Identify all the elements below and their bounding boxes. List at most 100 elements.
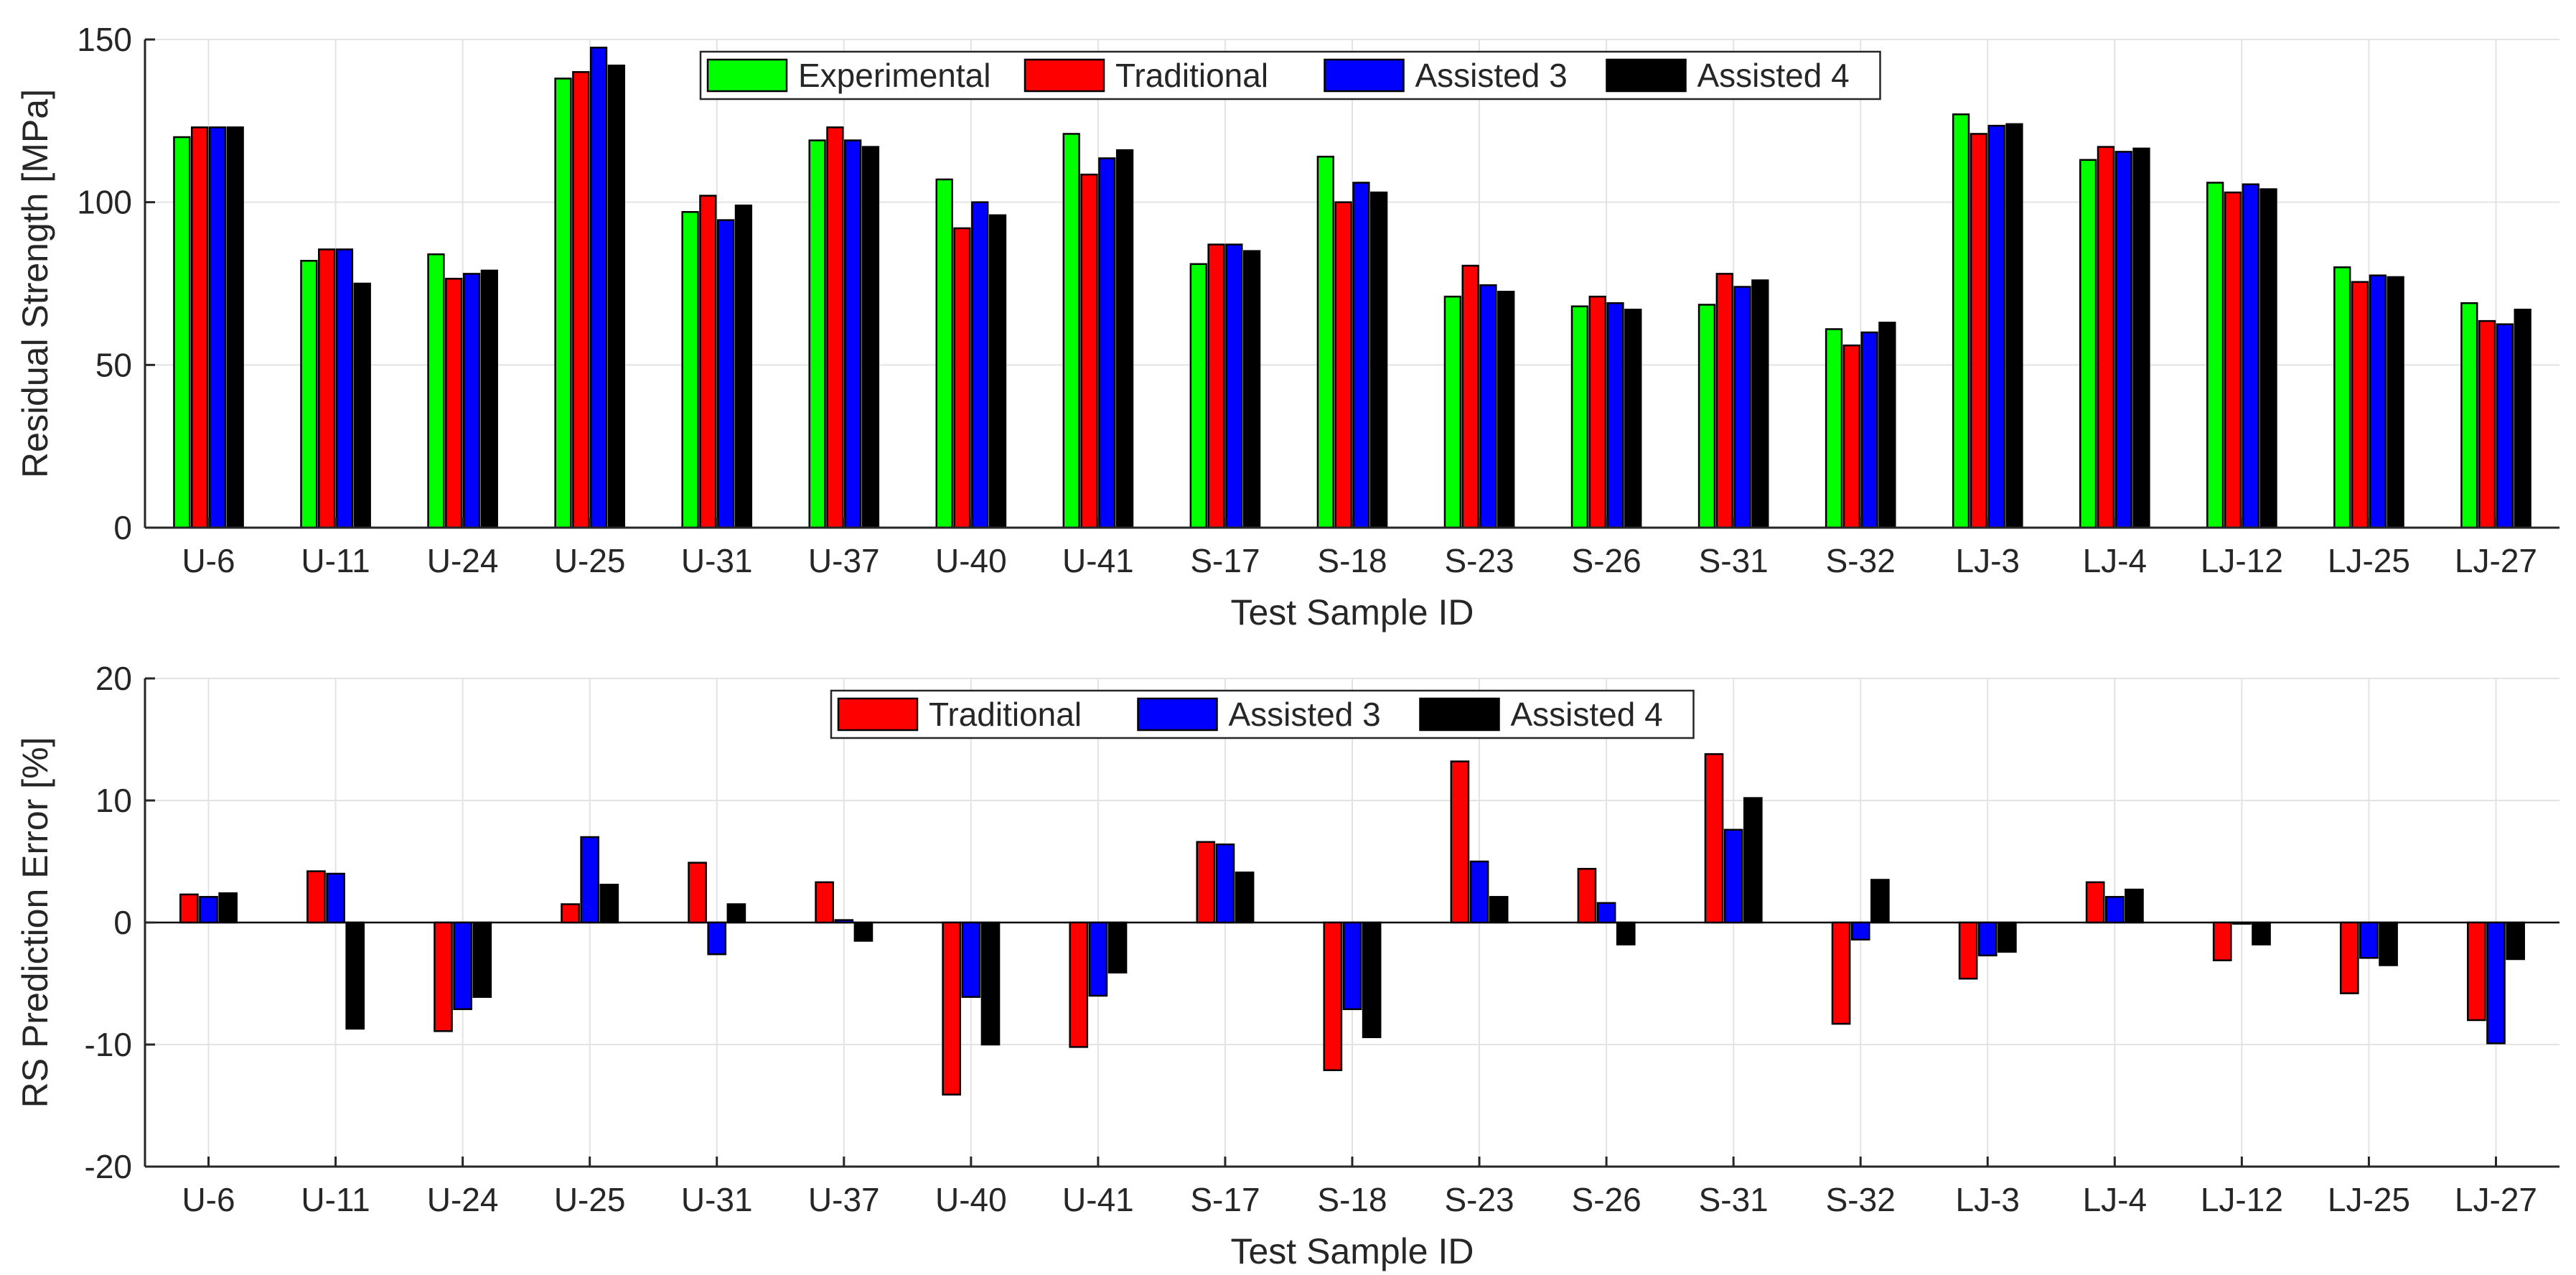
x-tick-label: LJ-25 [2328,1181,2410,1218]
bar-experimental-lj-12 [2206,182,2224,529]
x-tick-label: U-41 [1062,542,1134,579]
bar-traditional-lj-25 [2339,921,2359,994]
bar-assisted-4-s-18 [1370,191,1388,529]
bar-traditional-u-24 [445,277,463,529]
x-tick-label: U-24 [427,542,499,579]
bar-assisted-3-u-11 [335,248,354,529]
bar-assisted-3-lj-27 [2486,921,2506,1045]
bar-traditional-s-23 [1450,760,1470,924]
x-tick-label: LJ-12 [2201,542,2283,579]
x-tick-label: U-24 [427,1181,499,1218]
bar-assisted-3-s-32 [1850,921,1870,941]
x-tick-label: S-18 [1317,542,1387,579]
bar-assisted-4-lj-3 [2005,123,2023,529]
bar-traditional-s-32 [1831,921,1851,1025]
legend-swatch [1419,697,1500,732]
bar-experimental-u-11 [300,260,318,529]
x-tick-label: S-32 [1826,1181,1896,1218]
x-tick-label: U-11 [301,1181,370,1218]
x-tick-label: U-31 [681,1181,753,1218]
bar-experimental-u-31 [681,211,699,529]
bar-assisted-4-s-26 [1616,921,1636,945]
bar-assisted-4-u-24 [472,921,492,998]
bar-experimental-lj-3 [1952,113,1970,529]
bar-experimental-lj-27 [2460,302,2478,529]
bar-assisted-4-s-17 [1235,872,1255,924]
bar-assisted-3-u-6 [208,126,227,529]
bar-traditional-s-32 [1842,344,1860,529]
x-tick-label: U-40 [935,1181,1007,1218]
x-tick-label: LJ-4 [2083,1181,2147,1218]
legend: Traditional Assisted 3 Assisted 4 [830,689,1695,739]
bar-assisted-3-lj-3 [1977,921,1997,957]
bar-traditional-lj-27 [2467,921,2486,1022]
bar-assisted-4-lj-12 [2252,921,2271,945]
y-tick-label: -20 [85,1148,132,1185]
bar-assisted-4-u-40 [988,214,1007,529]
bar-assisted-3-s-26 [1596,902,1616,924]
bar-assisted-4-s-32 [1870,879,1890,924]
bar-traditional-u-37 [815,881,834,924]
bar-assisted-4-u-24 [480,269,498,529]
bar-assisted-3-u-40 [971,201,989,529]
bar-assisted-4-lj-25 [2387,276,2404,529]
bar-assisted-3-u-25 [580,836,600,924]
bar-assisted-4-u-37 [861,146,880,529]
bar-traditional-u-11 [306,870,326,924]
x-tick-label: LJ-3 [1956,1181,2020,1218]
bar-experimental-u-37 [808,139,826,529]
legend-label: Assisted 3 [1415,57,1568,94]
y-tick-label: 150 [77,21,132,58]
x-tick-label: LJ-27 [2455,542,2537,579]
bar-assisted-4-lj-27 [2506,921,2525,961]
legend-label: Traditional [929,696,1082,733]
bar-traditional-s-17 [1196,841,1216,924]
legend-swatch [1324,58,1405,93]
bar-assisted-4-s-31 [1743,797,1763,924]
y-tick-label: 0 [113,904,132,941]
x-tick-label: U-6 [182,542,235,579]
bar-assisted-3-s-23 [1479,284,1497,529]
bar-traditional-u-24 [434,921,453,1032]
bar-assisted-4-lj-25 [2379,921,2398,966]
bar-assisted-4-lj-4 [2125,888,2144,924]
x-tick-label: S-32 [1826,542,1896,579]
bar-traditional-lj-3 [1958,921,1978,980]
bar-assisted-3-lj-25 [2359,921,2379,959]
bar-traditional-s-17 [1207,243,1225,529]
bar-assisted-4-lj-4 [2132,147,2150,529]
x-tick-label: U-6 [182,1181,235,1218]
legend-swatch [1606,58,1687,93]
y-tick-label: 50 [95,346,132,383]
bar-experimental-lj-4 [2079,159,2097,529]
bar-assisted-4-lj-27 [2514,309,2531,529]
x-tick-label: S-17 [1190,542,1260,579]
bar-assisted-3-lj-12 [2232,921,2252,925]
chart-panel-2: -20 -10 0 10 20 U-6 U-11 U-24 U-25 U-31 U-37 U-40 U-… [15,660,2559,1271]
bar-assisted-3-u-11 [326,872,345,924]
bar-traditional-lj-4 [2085,881,2105,924]
bar-experimental-s-26 [1570,305,1589,529]
bar-experimental-s-32 [1825,328,1843,529]
bar-traditional-u-6 [179,893,199,924]
bar-assisted-3-s-18 [1342,921,1362,1010]
bar-traditional-s-18 [1323,921,1343,1071]
bar-assisted-4-u-41 [1115,149,1134,529]
legend-swatch [1024,58,1105,93]
bar-traditional-u-41 [1080,173,1098,529]
bar-assisted-4-s-31 [1751,279,1769,529]
bar-assisted-4-lj-12 [2259,188,2277,529]
bar-assisted-3-s-26 [1606,302,1624,529]
x-tick-label: LJ-27 [2455,1181,2537,1218]
bar-traditional-u-40 [953,227,971,529]
bar-assisted-3-lj-3 [1987,124,2005,529]
bar-assisted-3-lj-27 [2496,323,2514,529]
x-axis-label: Test Sample ID [1230,1231,1474,1271]
legend-label: Traditional [1115,57,1268,94]
bar-assisted-4-u-31 [726,903,746,924]
x-tick-label: U-11 [301,542,370,579]
x-tick-label: S-23 [1444,542,1514,579]
bar-traditional-s-18 [1334,201,1352,529]
bar-experimental-s-18 [1316,155,1334,529]
bar-traditional-u-25 [572,71,590,529]
